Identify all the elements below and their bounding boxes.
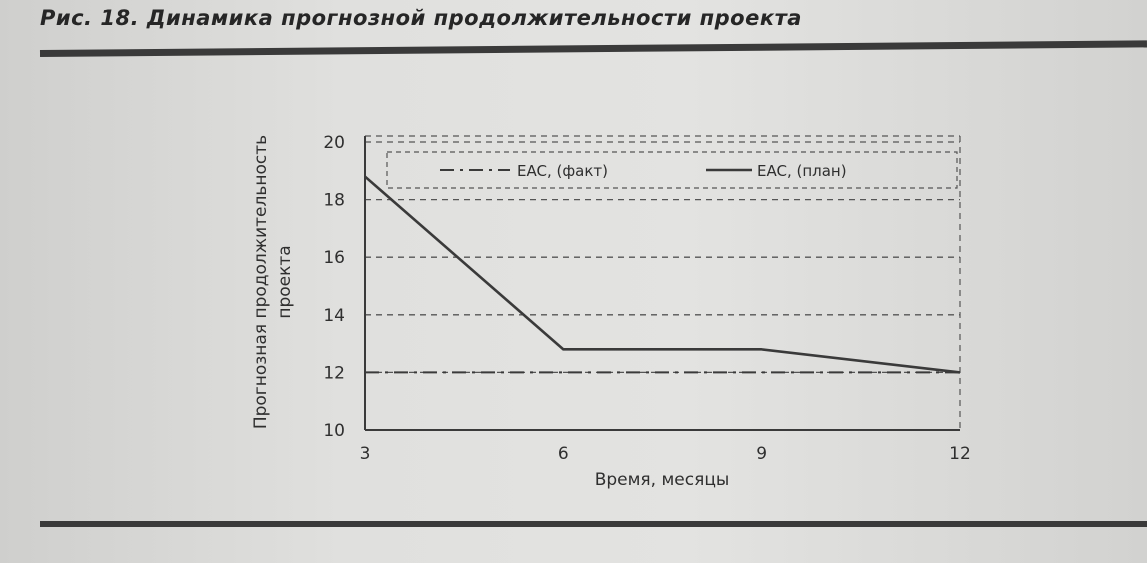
legend-label-fact: EAC, (факт) — [517, 162, 608, 180]
x-tick-label-6: 6 — [558, 444, 569, 464]
y-tick-label-12: 12 — [323, 363, 345, 383]
y-tick-label-16: 16 — [323, 248, 345, 268]
x-tick-labels: 3 6 9 12 — [360, 444, 971, 464]
x-axis-title: Время, месяцы — [595, 470, 730, 490]
y-tick-label-20: 20 — [323, 133, 345, 153]
y-axis-title-line-2: проекта — [275, 245, 295, 318]
y-tick-label-18: 18 — [323, 191, 345, 211]
legend-box — [386, 151, 958, 189]
y-axis-title-line-1: Прогнозная продолжительность — [251, 135, 271, 429]
axes — [364, 136, 961, 431]
legend-label-plan: EAC, (план) — [757, 162, 847, 180]
x-tick-label-12: 12 — [949, 444, 971, 464]
figure-title: Рис. 18. Динамика прогнозной продолжител… — [40, 6, 802, 30]
series-lines — [364, 175, 961, 374]
series-line-1 — [364, 175, 961, 374]
legend: EAC, (факт) EAC, (план) — [386, 151, 958, 189]
y-tick-labels: 10 12 14 16 18 20 — [323, 133, 345, 441]
y-axis-title: Прогнозная продолжительность проекта — [251, 135, 295, 429]
x-tick-label-9: 9 — [756, 444, 767, 464]
bottom-rule — [40, 521, 1147, 527]
y-tick-label-14: 14 — [323, 306, 345, 326]
y-tick-label-10: 10 — [323, 421, 345, 441]
x-tick-label-3: 3 — [360, 444, 371, 464]
